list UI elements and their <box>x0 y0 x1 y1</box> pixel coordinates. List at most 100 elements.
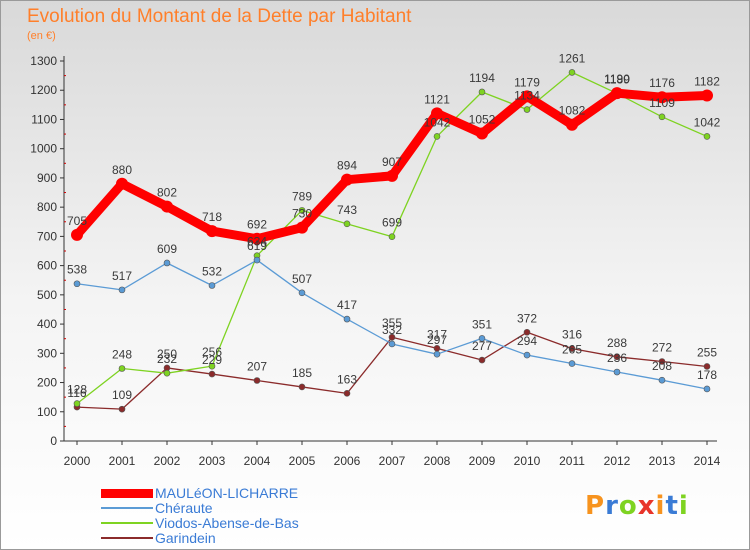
data-point <box>431 107 443 120</box>
data-label: 255 <box>697 345 717 359</box>
data-label: 355 <box>382 316 402 330</box>
data-label: 417 <box>337 298 357 312</box>
x-tick-label: 2006 <box>334 454 361 468</box>
y-tick-label: 400 <box>37 317 57 331</box>
data-label: 256 <box>202 345 222 359</box>
data-label: 236 <box>607 351 627 365</box>
data-point <box>163 369 171 377</box>
data-point <box>298 383 306 391</box>
legend-swatch <box>101 507 153 509</box>
x-tick-label: 2000 <box>64 454 91 468</box>
data-point <box>298 207 306 214</box>
data-point <box>118 405 126 413</box>
data-label: 1042 <box>424 115 451 129</box>
x-tick-label: 2001 <box>109 454 136 468</box>
legend-swatch <box>101 522 153 524</box>
data-label: 351 <box>472 317 492 331</box>
data-point <box>73 400 81 407</box>
data-label: 208 <box>652 359 672 373</box>
x-tick-label: 2011 <box>559 454 585 468</box>
data-label: 1109 <box>649 96 675 110</box>
data-point <box>253 256 261 264</box>
data-label: 1261 <box>559 51 586 65</box>
data-label: 730 <box>292 207 312 221</box>
data-label: 517 <box>112 269 132 283</box>
data-label: 907 <box>382 155 402 169</box>
data-label: 1179 <box>514 75 540 89</box>
data-point <box>388 233 396 240</box>
data-label: 1121 <box>424 92 450 106</box>
logo-letter: P <box>585 491 606 521</box>
data-point <box>116 177 128 190</box>
data-point <box>388 333 396 341</box>
data-label: 1190 <box>604 72 630 86</box>
data-label: 332 <box>382 323 402 337</box>
legend-label: Chéraute <box>155 500 213 516</box>
data-label: 207 <box>247 359 267 373</box>
x-tick-label: 2009 <box>469 454 496 468</box>
data-label: 109 <box>112 388 132 402</box>
y-tick-label: 600 <box>37 259 57 273</box>
data-label: 609 <box>157 242 177 256</box>
data-point <box>343 390 351 397</box>
data-point <box>568 345 576 352</box>
data-label: 894 <box>337 159 357 173</box>
data-point <box>478 88 486 96</box>
data-point <box>388 340 396 348</box>
data-label: 743 <box>337 203 357 217</box>
y-tick-label: 900 <box>37 171 57 185</box>
data-point <box>613 353 621 361</box>
data-point <box>433 350 441 358</box>
legend-label: Garindein <box>155 530 216 546</box>
x-tick-label: 2013 <box>649 454 676 468</box>
chart-title: Evolution du Montant de la Dette par Hab… <box>27 6 412 27</box>
data-point <box>208 370 216 378</box>
y-tick-label: 800 <box>37 200 57 214</box>
data-label: 538 <box>67 263 87 277</box>
data-point <box>343 315 351 323</box>
x-tick-label: 2005 <box>289 454 316 468</box>
data-point <box>566 118 578 131</box>
data-label: 619 <box>247 239 267 253</box>
x-tick-label: 2007 <box>379 454 406 468</box>
x-tick-label: 2004 <box>244 454 271 468</box>
data-point <box>71 228 83 241</box>
x-tick-label: 2002 <box>154 454 181 468</box>
data-label: 1042 <box>694 115 721 129</box>
data-label: 1052 <box>469 112 496 126</box>
y-tick-label: 700 <box>37 229 57 243</box>
data-label: 294 <box>517 334 537 348</box>
y-tick-label: 200 <box>37 376 57 390</box>
data-point <box>658 376 666 384</box>
data-label: 317 <box>427 327 447 341</box>
data-point <box>118 365 126 372</box>
data-point <box>611 87 623 100</box>
data-label: 265 <box>562 343 582 357</box>
data-label: 232 <box>157 352 177 366</box>
data-point <box>703 133 711 140</box>
legend-swatch <box>101 488 153 498</box>
data-label: 163 <box>337 372 357 386</box>
logo-letter: o <box>618 491 638 521</box>
data-label: 789 <box>292 189 312 203</box>
data-label: 699 <box>382 216 402 230</box>
data-label: 532 <box>202 264 222 278</box>
legend-swatch <box>101 537 153 539</box>
data-point <box>161 200 173 213</box>
data-point <box>703 385 711 393</box>
data-label: 802 <box>157 186 177 200</box>
data-point <box>163 259 171 267</box>
logo-letter: i <box>678 491 689 521</box>
data-point <box>296 221 308 234</box>
legend-label: Viodos-Abense-de-Bas <box>155 515 299 531</box>
data-label: 372 <box>517 311 537 325</box>
data-label: 250 <box>157 347 177 361</box>
data-point <box>658 358 666 365</box>
x-tick-label: 2003 <box>199 454 226 468</box>
data-label: 128 <box>67 383 87 397</box>
data-label: 1176 <box>649 76 675 90</box>
x-tick-label: 2014 <box>694 454 721 468</box>
data-point <box>208 282 216 289</box>
data-label: 880 <box>112 163 132 177</box>
